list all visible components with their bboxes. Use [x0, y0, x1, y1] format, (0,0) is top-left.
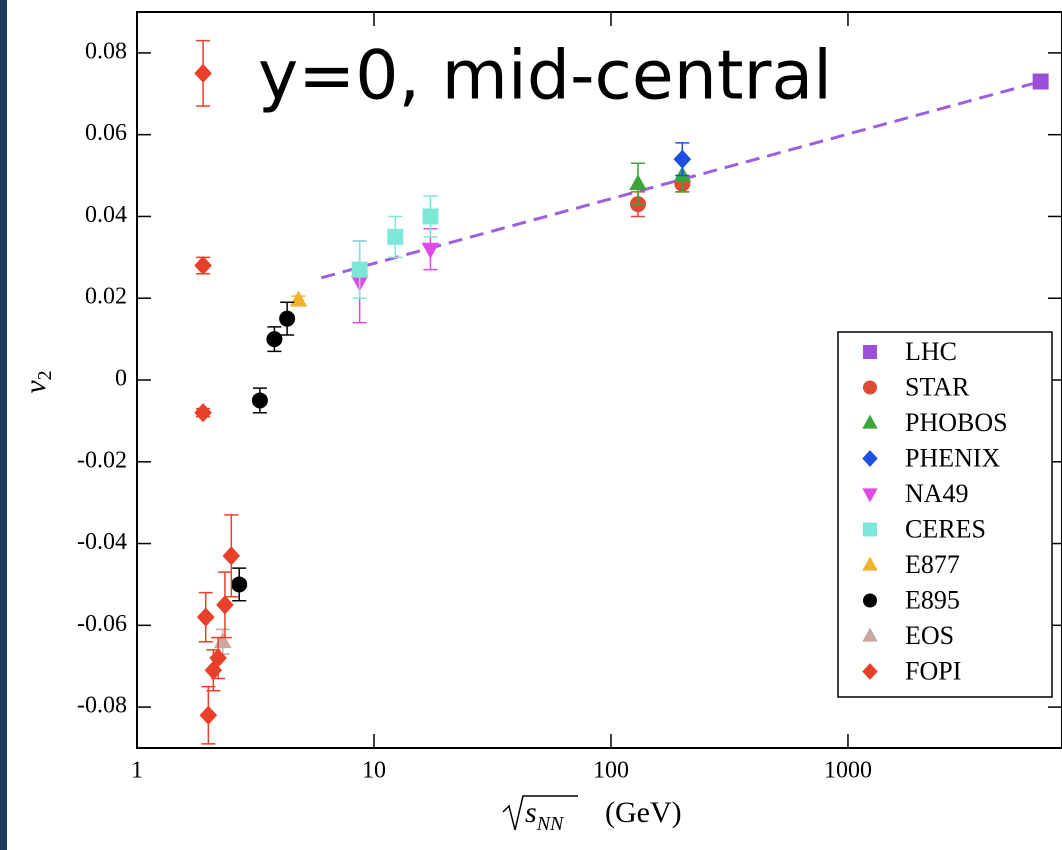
legend-label: NA49 — [905, 479, 969, 508]
legend-marker — [862, 663, 878, 680]
y-tick-label: 0.02 — [85, 284, 127, 310]
y-tick-label: 0.08 — [85, 38, 127, 64]
legend-marker — [862, 488, 878, 503]
marker — [194, 403, 212, 423]
y-tick-label: -0.02 — [77, 447, 127, 473]
y-axis-label: v2 — [19, 370, 56, 393]
legend-marker — [862, 450, 878, 467]
y-label-sub: 2 — [34, 370, 56, 380]
x-tick-label: 100 — [593, 758, 629, 784]
legend-marker — [863, 345, 877, 359]
legend-marker — [862, 627, 878, 642]
marker — [266, 331, 283, 348]
marker — [387, 228, 404, 245]
x-tick-label: 1 — [131, 758, 143, 784]
x-axis-label: sNN (GeV) — [525, 796, 682, 835]
marker — [216, 595, 234, 615]
y-tick-label: -0.08 — [77, 693, 127, 719]
legend-label: LHC — [905, 337, 957, 366]
marker — [421, 242, 440, 259]
left-border — [0, 0, 7, 850]
marker — [231, 576, 248, 593]
x-tick-label: 10 — [362, 758, 386, 784]
marker — [279, 310, 296, 327]
annotation: y=0, mid-central — [258, 37, 832, 116]
legend-marker — [862, 414, 878, 429]
x-label-unit: (GeV) — [605, 796, 682, 829]
marker — [673, 149, 692, 169]
legend-marker — [862, 556, 878, 571]
marker — [629, 174, 647, 191]
marker — [422, 208, 439, 225]
y-tick-label: 0.06 — [85, 120, 127, 146]
marker — [204, 660, 223, 680]
legend-label: CERES — [905, 514, 986, 543]
y-tick-label: 0 — [115, 366, 127, 392]
legend-label: STAR — [905, 372, 970, 401]
marker — [194, 255, 212, 276]
marker — [222, 546, 241, 566]
y-tick-label: 0.04 — [85, 202, 127, 228]
x-label-symbol: s — [525, 796, 537, 829]
marker — [213, 632, 232, 649]
marker — [209, 648, 227, 668]
y-label-main: v — [19, 380, 52, 394]
legend-marker — [863, 380, 877, 395]
legend-label: PHENIX — [905, 443, 1001, 472]
legend-label: PHOBOS — [905, 408, 1008, 437]
marker — [351, 261, 368, 278]
legend-label: EOS — [905, 621, 954, 650]
legend-label: E877 — [905, 550, 960, 579]
marker — [194, 63, 212, 83]
sqrt-sign — [502, 795, 578, 831]
y-tick-label: -0.06 — [77, 611, 127, 637]
legend-label: FOPI — [905, 656, 961, 685]
marker — [251, 392, 268, 409]
x-label-sub: NN — [536, 813, 565, 835]
legend-marker — [863, 593, 877, 608]
legend-label: E895 — [905, 585, 960, 614]
legend-marker — [863, 522, 877, 537]
marker — [289, 290, 308, 307]
y-tick-label: -0.04 — [77, 529, 127, 555]
fit-line — [321, 80, 1042, 280]
marker — [199, 705, 218, 725]
marker — [196, 607, 215, 627]
marker — [1032, 73, 1049, 90]
x-tick-label: 1000 — [824, 758, 872, 784]
